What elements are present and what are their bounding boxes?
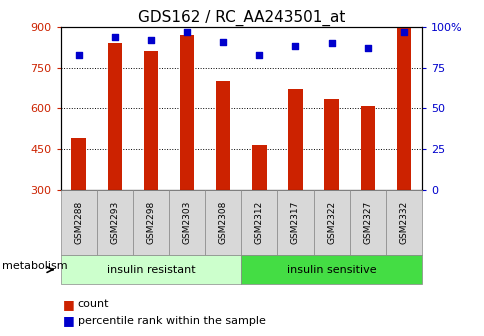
Bar	[71, 138, 86, 190]
Bar	[324, 99, 338, 190]
Text: GSM2308: GSM2308	[218, 201, 227, 244]
Bar	[215, 81, 230, 190]
Point	[363, 45, 371, 51]
Text: GSM2298: GSM2298	[146, 201, 155, 244]
Bar	[180, 35, 194, 190]
Text: GSM2293: GSM2293	[110, 201, 119, 244]
Text: percentile rank within the sample: percentile rank within the sample	[77, 316, 265, 326]
Text: count: count	[77, 299, 109, 309]
Text: insulin resistant: insulin resistant	[106, 265, 195, 275]
Text: ■: ■	[63, 298, 75, 310]
Point	[219, 39, 227, 44]
Bar	[360, 106, 374, 190]
Text: GSM2327: GSM2327	[363, 201, 372, 244]
Text: GSM2288: GSM2288	[74, 201, 83, 244]
Bar	[252, 145, 266, 190]
Text: insulin sensitive: insulin sensitive	[286, 265, 376, 275]
Point	[399, 29, 407, 35]
Text: GSM2322: GSM2322	[326, 201, 335, 244]
Bar	[287, 89, 302, 190]
Bar	[396, 27, 410, 190]
Title: GDS162 / RC_AA243501_at: GDS162 / RC_AA243501_at	[137, 9, 344, 26]
Point	[255, 52, 263, 57]
Text: metabolism: metabolism	[2, 261, 68, 270]
Text: GSM2312: GSM2312	[254, 201, 263, 244]
Bar	[143, 51, 158, 190]
Text: ■: ■	[63, 314, 75, 327]
Point	[291, 44, 299, 49]
Point	[111, 34, 119, 39]
Text: GSM2317: GSM2317	[290, 201, 300, 244]
Point	[183, 29, 191, 35]
Bar	[107, 43, 122, 190]
Point	[75, 52, 82, 57]
Text: GSM2303: GSM2303	[182, 201, 191, 244]
Text: GSM2332: GSM2332	[398, 201, 408, 244]
Point	[327, 41, 335, 46]
Point	[147, 37, 154, 43]
